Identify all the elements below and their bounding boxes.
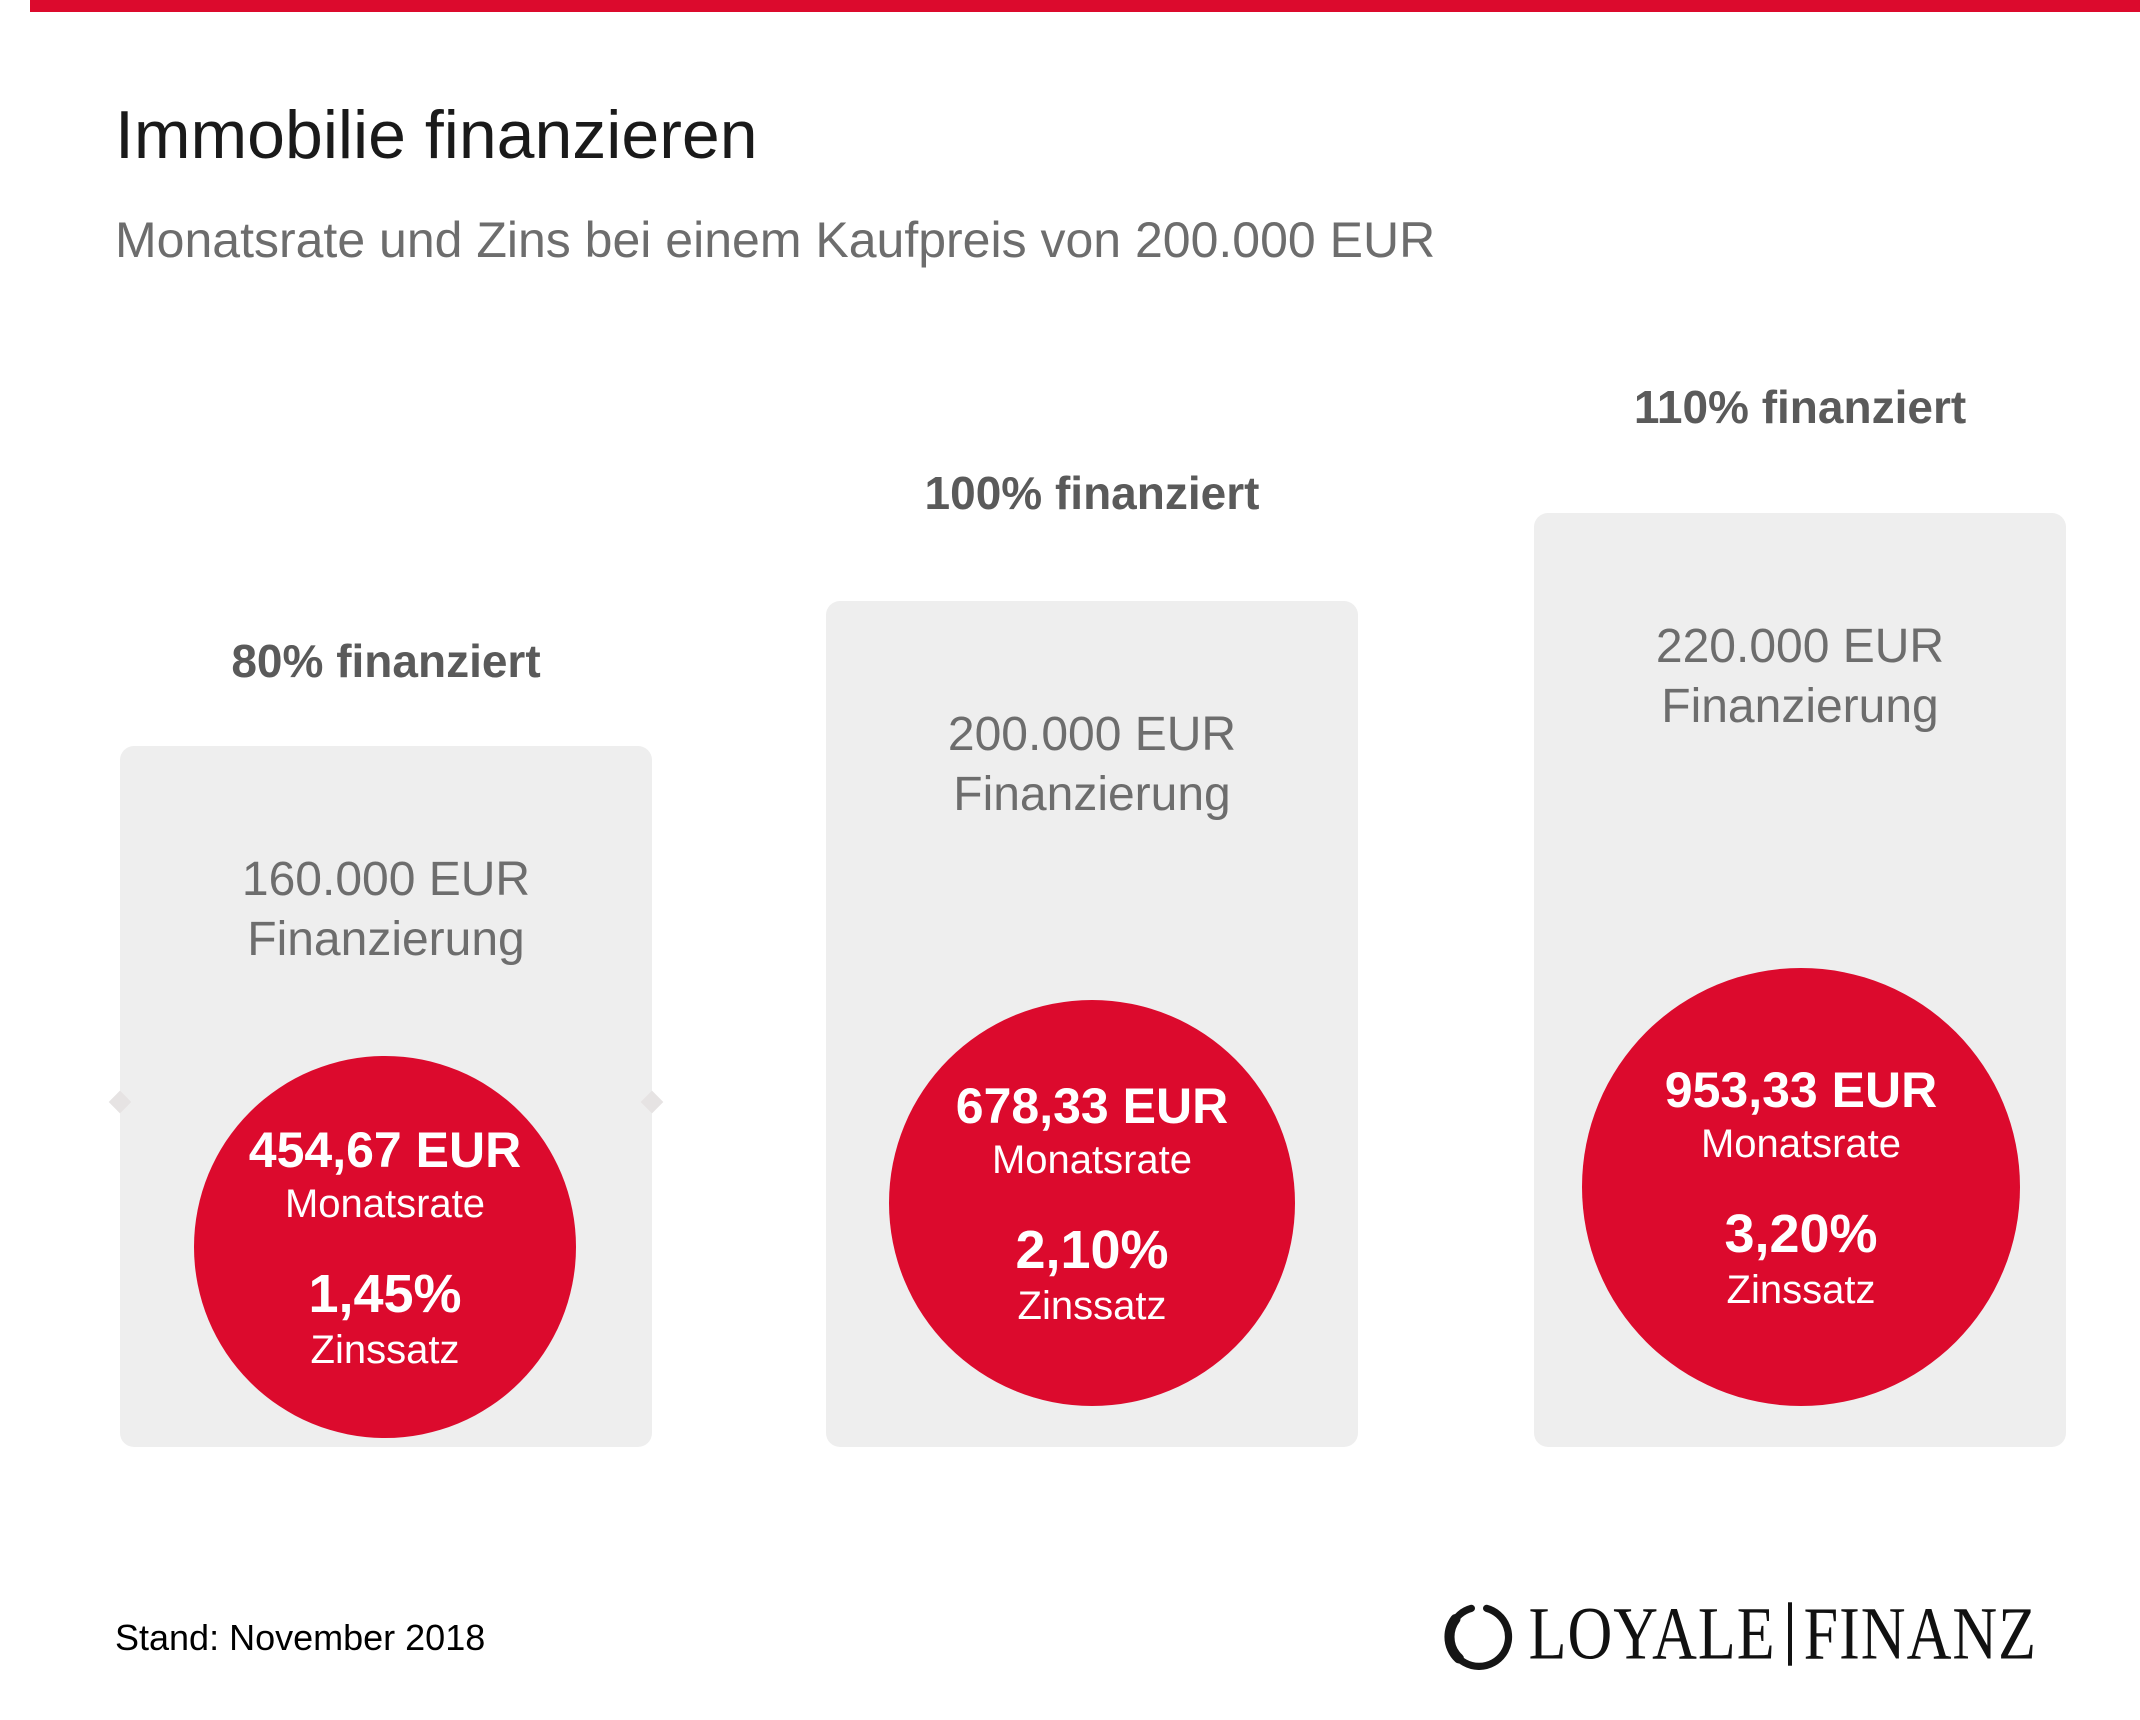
financing-amount: 220.000 EUR Finanzierung <box>1534 513 2066 737</box>
column-header-100: 100% finanziert <box>924 467 1260 519</box>
brand-logo: LOYALE FINANZ <box>1443 1586 2037 1682</box>
monthly-rate-value: 678,33 EUR <box>955 1077 1229 1134</box>
column-header-80: 80% finanziert <box>231 635 541 687</box>
column-header-110: 110% finanziert <box>1633 381 1967 433</box>
logo-word-finanz: FINANZ <box>1803 1592 2037 1676</box>
interest-rate-value: 2,10% <box>1015 1219 1169 1280</box>
page-title: Immobilie finanzieren <box>115 97 758 173</box>
financing-amount-label: Finanzierung <box>953 768 1231 821</box>
monthly-rate-label: Monatsrate <box>284 1181 486 1226</box>
financing-amount: 160.000 EUR Finanzierung <box>120 746 652 970</box>
top-accent-bar <box>30 0 2140 12</box>
rate-circle-80: 454,67 EUR Monatsrate 1,45% Zinssatz <box>194 1056 576 1438</box>
monthly-rate-label: Monatsrate <box>991 1137 1193 1182</box>
rate-circle-100: 678,33 EUR Monatsrate 2,10% Zinssatz <box>889 1000 1295 1406</box>
page-subtitle: Monatsrate und Zins bei einem Kaufpreis … <box>115 212 1436 268</box>
financing-amount-label: Finanzierung <box>1661 680 1939 733</box>
logo-text: LOYALE FINANZ <box>1529 1596 2037 1672</box>
footer-date: Stand: November 2018 <box>115 1617 486 1658</box>
interest-rate-value: 1,45% <box>308 1263 462 1324</box>
monthly-rate-value: 953,33 EUR <box>1664 1061 1938 1118</box>
interest-rate-label: Zinssatz <box>310 1328 460 1373</box>
financing-amount-value: 220.000 EUR <box>1655 620 1945 673</box>
financing-amount-value: 200.000 EUR <box>947 708 1237 761</box>
financing-amount: 200.000 EUR Finanzierung <box>826 601 1358 825</box>
interest-rate-value: 3,20% <box>1724 1203 1878 1264</box>
rate-circle-110: 953,33 EUR Monatsrate 3,20% Zinssatz <box>1582 968 2020 1406</box>
interest-rate-label: Zinssatz <box>1726 1268 1876 1313</box>
logo-divider-bar <box>1787 1602 1792 1666</box>
interest-rate-label: Zinssatz <box>1017 1284 1167 1329</box>
enso-brush-circle-icon <box>1444 1602 1514 1670</box>
financing-amount-label: Finanzierung <box>247 913 525 966</box>
logo-word-loyale: LOYALE <box>1528 1592 1776 1676</box>
financing-amount-value: 160.000 EUR <box>241 853 531 906</box>
monthly-rate-label: Monatsrate <box>1700 1121 1902 1166</box>
monthly-rate-value: 454,67 EUR <box>248 1121 522 1178</box>
